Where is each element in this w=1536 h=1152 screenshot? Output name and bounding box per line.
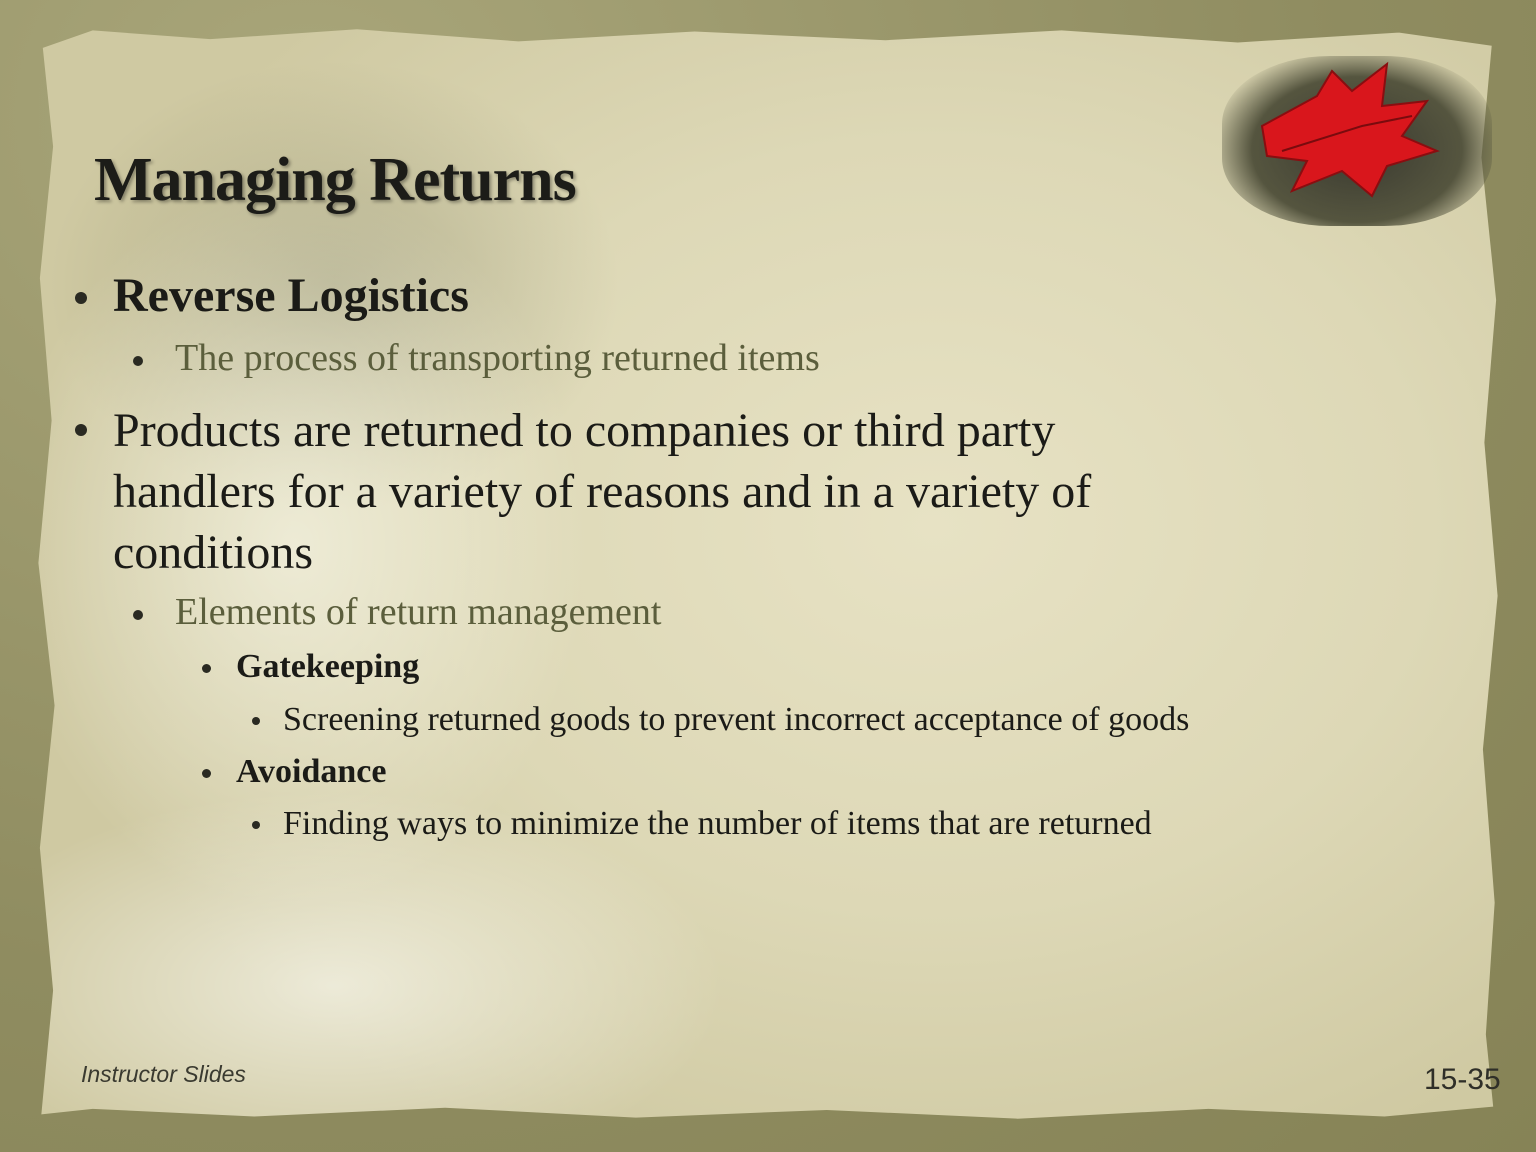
bullet-dot-icon	[202, 769, 211, 778]
bullet-text: Screening returned goods to prevent inco…	[283, 701, 1190, 738]
bullet-dot-icon	[133, 610, 143, 620]
bullet-text: Avoidance	[236, 753, 387, 790]
sub-bullet-gatekeeping: Gatekeeping	[202, 648, 420, 686]
footer-label: Instructor Slides	[81, 1061, 246, 1087]
slide-number: 15-35	[1424, 1063, 1501, 1096]
bullet-products-returned: Products are returned to companies or th…	[75, 400, 1092, 583]
slide-title: Managing Returns	[94, 146, 577, 214]
bullet-text-line: conditions	[113, 526, 313, 579]
sub-bullet-screening: Screening returned goods to prevent inco…	[252, 701, 1190, 739]
bullet-text: Finding ways to minimize the number of i…	[283, 805, 1152, 842]
bullet-dot-icon	[252, 821, 260, 829]
bullet-text-line: Products are returned to companies or th…	[113, 404, 1056, 457]
maple-leaf-photo-icon	[1222, 56, 1492, 226]
sub-bullet-avoidance: Avoidance	[202, 753, 387, 791]
sub-bullet-minimize: Finding ways to minimize the number of i…	[252, 805, 1152, 843]
bullet-text: Reverse Logistics	[113, 269, 469, 322]
bullet-text-line: handlers for a variety of reasons and in…	[113, 465, 1092, 518]
bullet-dot-icon	[202, 664, 211, 673]
bullet-dot-icon	[133, 356, 143, 366]
bullet-reverse-logistics: Reverse Logistics	[75, 268, 469, 323]
bullet-text: Elements of return management	[175, 591, 662, 633]
bullet-text: The process of transporting returned ite…	[175, 337, 820, 379]
bullet-dot-icon	[75, 424, 87, 436]
parchment-paper	[38, 29, 1498, 1119]
bullet-text: Gatekeeping	[236, 648, 420, 685]
bullet-dot-icon	[75, 292, 87, 304]
sub-bullet-elements: Elements of return management	[133, 590, 662, 634]
bullet-dot-icon	[252, 717, 260, 725]
sub-bullet-definition: The process of transporting returned ite…	[133, 336, 820, 380]
